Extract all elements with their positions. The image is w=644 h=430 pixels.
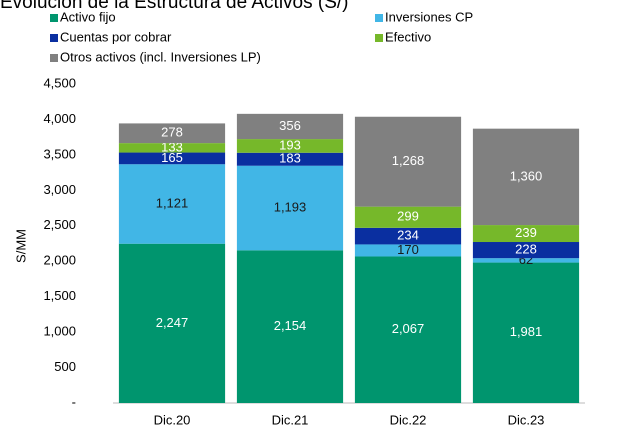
- data-label: 1,981: [510, 324, 543, 339]
- bar-segment: [118, 243, 226, 403]
- bar-segment: [354, 227, 462, 245]
- y-tick-label: 500: [54, 359, 76, 374]
- data-label: 183: [279, 151, 301, 166]
- data-label: 356: [279, 118, 301, 133]
- y-tick-label: 2,000: [43, 253, 76, 268]
- chart-title: Evolución de la Estructura de Activos (S…: [0, 0, 349, 13]
- y-tick-label: 4,000: [43, 111, 76, 126]
- data-label: 2,067: [392, 321, 425, 336]
- bar-segment: [472, 258, 580, 263]
- data-label: 2,247: [156, 315, 189, 330]
- bar-segment: [472, 225, 580, 243]
- y-tick-label: 1,500: [43, 288, 76, 303]
- bar-segment: [236, 250, 344, 403]
- legend-label: Otros activos (incl. Inversiones LP): [60, 49, 261, 64]
- legend-label: Inversiones CP: [385, 9, 473, 24]
- bar-segment: [354, 116, 462, 207]
- data-label: 234: [397, 228, 419, 243]
- bar-segment: [236, 113, 344, 140]
- bar-segment: [354, 244, 462, 257]
- bar-segment: [236, 139, 344, 153]
- data-label: 228: [515, 242, 537, 257]
- data-label: 2,154: [274, 318, 307, 333]
- legend-swatch: [50, 54, 58, 62]
- x-tick-label: Dic.22: [390, 412, 427, 427]
- data-label: 1,121: [156, 195, 189, 210]
- legend-swatch: [50, 14, 58, 22]
- bar-segment: [354, 256, 462, 403]
- legend-label: Efectivo: [385, 29, 431, 44]
- bar-segment: [236, 152, 344, 166]
- legend-swatch: [375, 14, 383, 22]
- bar-segment: [472, 262, 580, 403]
- y-tick-label: 1,000: [43, 324, 76, 339]
- x-tick-label: Dic.23: [508, 412, 545, 427]
- bar-segment: [472, 128, 580, 226]
- y-tick-label: 3,000: [43, 182, 76, 197]
- data-label: 239: [515, 225, 537, 240]
- bar-segment: [118, 164, 226, 244]
- y-tick-label: -: [72, 394, 76, 409]
- y-tick-label: 3,500: [43, 146, 76, 161]
- legend-label: Cuentas por cobrar: [60, 29, 172, 44]
- bar-segment: [354, 206, 462, 228]
- x-tick-label: Dic.21: [272, 412, 309, 427]
- bar-segment: [118, 123, 226, 144]
- legend-label: Activo fijo: [60, 9, 116, 24]
- legend-swatch: [375, 34, 383, 42]
- bar-segment: [236, 165, 344, 251]
- data-label: 1,193: [274, 199, 307, 214]
- data-label: 1,360: [510, 168, 543, 183]
- bar-segment: [118, 152, 226, 165]
- data-label: 278: [161, 125, 183, 140]
- y-tick-label: 2,500: [43, 217, 76, 232]
- data-label: 165: [161, 150, 183, 165]
- data-label: 170: [397, 242, 419, 257]
- bar-segment: [118, 143, 226, 153]
- bar-segment: [472, 242, 580, 259]
- y-tick-label: 4,500: [43, 75, 76, 90]
- data-label: 299: [397, 209, 419, 224]
- legend-swatch: [50, 34, 58, 42]
- data-label: 1,268: [392, 153, 425, 168]
- x-tick-label: Dic.20: [154, 412, 191, 427]
- y-axis-label: S/MM: [13, 229, 28, 263]
- data-label: 193: [279, 137, 301, 152]
